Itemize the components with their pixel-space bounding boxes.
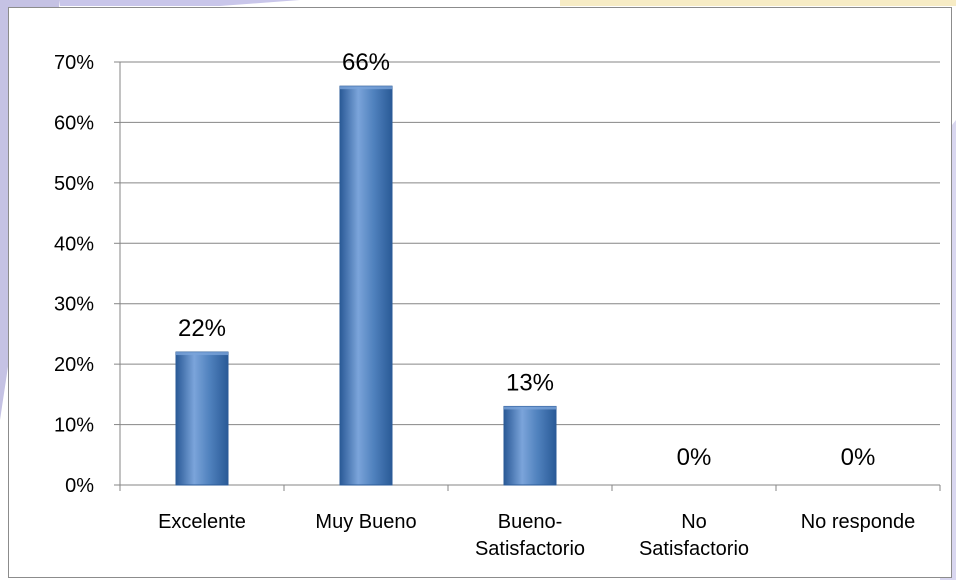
y-tick-label: 0% (65, 475, 94, 497)
y-tick-label: 30% (54, 294, 94, 316)
chart-panel (8, 7, 952, 578)
x-category-label: Bueno- (498, 511, 563, 533)
data-label: 0% (841, 444, 876, 471)
x-category-label: Satisfactorio (475, 538, 585, 560)
bar (175, 351, 229, 486)
x-category-label: Satisfactorio (639, 538, 749, 560)
bar-highlight (504, 406, 556, 410)
data-label: 13% (506, 369, 554, 396)
y-tick-label: 40% (54, 233, 94, 255)
top-yellow-glow (560, 0, 956, 6)
y-tick-label: 60% (54, 112, 94, 134)
data-label: 66% (342, 49, 390, 76)
bar-highlight (176, 352, 228, 356)
y-tick-label: 20% (54, 354, 94, 376)
x-category-label: Muy Bueno (315, 511, 416, 533)
y-tick-label: 10% (54, 415, 94, 437)
top-left-purple-shape (60, 0, 300, 6)
bar (503, 405, 557, 486)
y-tick-label: 70% (54, 52, 94, 74)
x-category-label: No responde (801, 511, 916, 533)
x-category-label: Excelente (158, 511, 246, 533)
y-tick-label: 50% (54, 173, 94, 195)
bar-highlight (340, 86, 392, 90)
bar (339, 85, 393, 486)
data-label: 22% (178, 315, 226, 342)
x-category-label: No (681, 511, 707, 533)
data-label: 0% (677, 444, 712, 471)
